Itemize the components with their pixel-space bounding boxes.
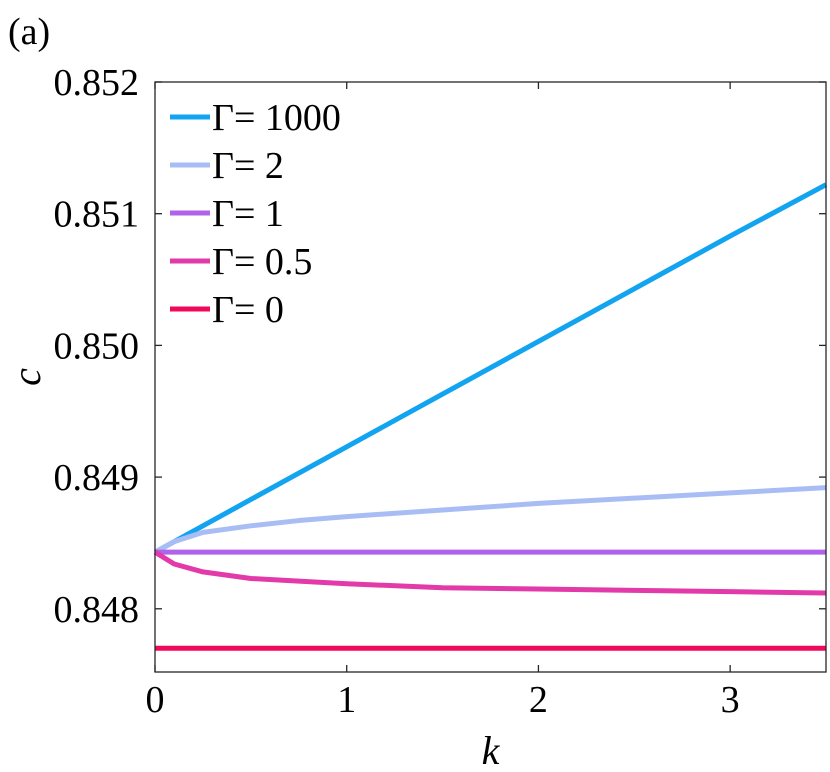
y-tick-label: 0.851 [54, 194, 140, 236]
series-lines [153, 182, 828, 651]
y-tick-label: 0.852 [54, 62, 140, 104]
axes-frame [154, 81, 827, 673]
series-line-1 [153, 485, 827, 555]
legend-label-3: Γ= 0.5 [212, 241, 312, 283]
y-axis-label: c [4, 368, 49, 386]
legend-label-2: Γ= 1 [212, 193, 284, 235]
x-tick-label: 3 [721, 679, 740, 721]
y-tick-label: 0.850 [54, 325, 140, 367]
legend-label-1: Γ= 2 [212, 145, 284, 187]
panel-label: (a) [8, 11, 50, 53]
legend-label-4: Γ= 0 [212, 289, 284, 331]
legend: Γ= 1000 Γ= 2 Γ= 1 Γ= 0.5 Γ= 0 [170, 97, 341, 331]
series-line-0 [153, 182, 828, 555]
y-tick-label: 0.848 [54, 589, 140, 631]
x-axis-ticks: 0 1 2 3 [146, 82, 740, 721]
x-axis-label: k [482, 728, 501, 772]
x-tick-label: 1 [337, 679, 356, 721]
series-line-3 [153, 550, 827, 596]
legend-label-0: Γ= 1000 [212, 97, 341, 139]
x-tick-label: 2 [529, 679, 548, 721]
y-axis-ticks: 0.848 0.849 0.850 0.851 0.852 [54, 62, 826, 631]
y-tick-label: 0.849 [54, 457, 140, 499]
x-tick-label: 0 [146, 679, 165, 721]
